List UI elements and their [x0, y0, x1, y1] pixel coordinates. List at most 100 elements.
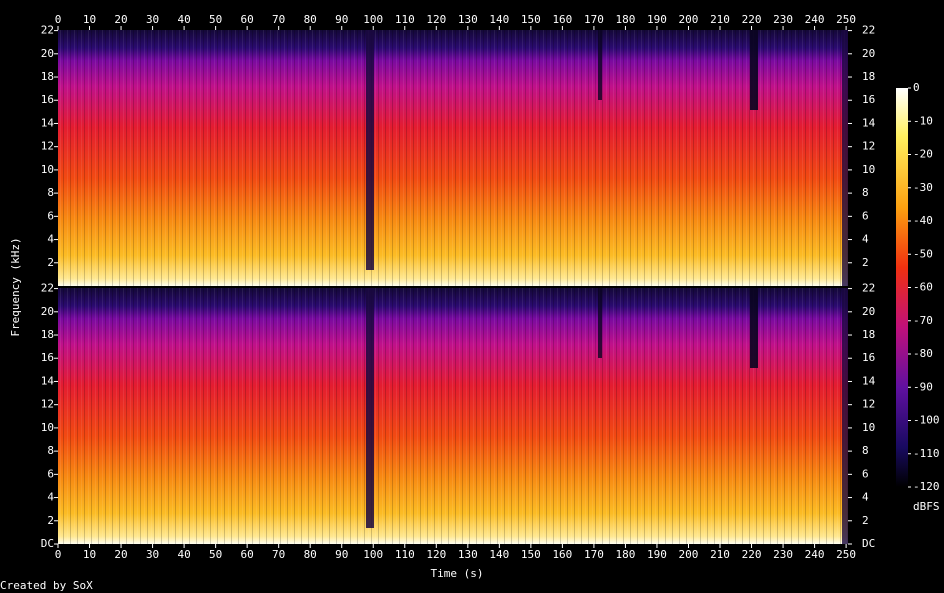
- y-tick-label: 10: [41, 421, 54, 434]
- y-tick-label: 16: [41, 351, 54, 364]
- y-tick-label: 14: [41, 374, 55, 387]
- x-tick-label: 110: [395, 548, 415, 561]
- x-tick-label: 50: [209, 13, 222, 26]
- x-tick-label: 130: [458, 548, 478, 561]
- y-tick-label: 2: [862, 514, 869, 527]
- x-tick-label: 150: [521, 548, 541, 561]
- x-tick-label: 10: [83, 13, 96, 26]
- x-tick-label: 130: [458, 13, 478, 26]
- x-tick-label: 210: [710, 548, 730, 561]
- x-tick-label: 60: [241, 548, 254, 561]
- x-tick-label: 140: [489, 548, 509, 561]
- x-tick-label: 250: [836, 548, 856, 561]
- colorbar-tick-label: -10: [913, 114, 933, 127]
- colorbar-tick-label: -70: [913, 314, 933, 327]
- colorbar-tick-label: 0: [913, 81, 920, 94]
- credit: Created by SoX: [0, 579, 93, 592]
- x-tick-label: 150: [521, 13, 541, 26]
- y-tick-label: 6: [862, 209, 869, 222]
- x-tick-label: 90: [335, 548, 348, 561]
- y-tick-label: 6: [862, 467, 869, 480]
- colorbar: [896, 88, 908, 487]
- quiet-stripe: [598, 30, 602, 100]
- y-tick-label: 8: [47, 444, 54, 457]
- x-tick-label: 60: [241, 13, 254, 26]
- fade-out: [842, 288, 848, 544]
- y-tick-label: 18: [862, 70, 875, 83]
- x-tick-label: 100: [363, 13, 383, 26]
- x-tick-label: 50: [209, 548, 222, 561]
- y-tick-label: 2: [862, 256, 869, 269]
- x-tick-label: 0: [55, 13, 62, 26]
- y-tick-label: 4: [862, 491, 869, 504]
- x-tick-label: 40: [177, 548, 190, 561]
- colorbar-tick-label: -90: [913, 380, 933, 393]
- x-tick-label: 180: [616, 13, 636, 26]
- x-tick-label: 190: [647, 548, 667, 561]
- x-tick-label: 140: [489, 13, 509, 26]
- texture: [58, 288, 848, 544]
- y-tick-label: 2: [47, 514, 54, 527]
- x-tick-label: 250: [836, 13, 856, 26]
- y-tick-label: 20: [862, 47, 875, 60]
- y-tick-label: DC: [41, 537, 54, 550]
- fade-out: [842, 30, 848, 286]
- quiet-stripe: [750, 30, 758, 110]
- quiet-stripe: [366, 288, 374, 528]
- y-tick-label: 20: [41, 305, 54, 318]
- y-tick-label: 18: [41, 328, 54, 341]
- colorbar-tick-label: -80: [913, 347, 933, 360]
- x-tick-label: 220: [742, 548, 762, 561]
- x-tick-label: 230: [773, 13, 793, 26]
- quiet-stripe: [598, 288, 602, 358]
- x-tick-label: 0: [55, 548, 62, 561]
- y-tick-label: DC: [862, 537, 875, 550]
- x-tick-label: 200: [679, 548, 699, 561]
- x-tick-label: 160: [552, 548, 572, 561]
- x-axis-label: Time (s): [431, 567, 484, 580]
- y-tick-label: 4: [862, 233, 869, 246]
- y-tick-label: 10: [862, 421, 875, 434]
- x-tick-label: 100: [363, 548, 383, 561]
- y-tick-label: 8: [862, 186, 869, 199]
- x-tick-label: 110: [395, 13, 415, 26]
- x-tick-label: 230: [773, 548, 793, 561]
- texture: [58, 30, 848, 286]
- x-tick-label: 160: [552, 13, 572, 26]
- y-tick-label: 20: [862, 305, 875, 318]
- x-tick-label: 10: [83, 548, 96, 561]
- y-tick-label: 22: [862, 282, 875, 295]
- x-tick-label: 70: [272, 548, 285, 561]
- colorbar-tick-label: -110: [913, 447, 940, 460]
- y-tick-label: 14: [862, 116, 876, 129]
- x-tick-label: 170: [584, 548, 604, 561]
- x-tick-label: 80: [304, 548, 317, 561]
- y-tick-label: 22: [862, 24, 875, 37]
- y-tick-label: 20: [41, 47, 54, 60]
- y-tick-label: 14: [41, 116, 55, 129]
- colorbar-tick-label: -50: [913, 247, 933, 260]
- y-tick-label: 16: [862, 351, 875, 364]
- x-tick-label: 70: [272, 13, 285, 26]
- y-tick-label: 12: [41, 398, 54, 411]
- y-tick-label: 16: [862, 93, 875, 106]
- quiet-stripe: [366, 30, 374, 270]
- plot-area: [58, 30, 848, 544]
- y-tick-label: 2: [47, 256, 54, 269]
- x-tick-label: 20: [114, 13, 127, 26]
- y-tick-label: 8: [862, 444, 869, 457]
- quiet-stripe: [750, 288, 758, 368]
- y-tick-label: 18: [41, 70, 54, 83]
- x-tick-label: 30: [146, 13, 159, 26]
- colorbar-tick-label: -20: [913, 148, 933, 161]
- y-tick-label: 10: [41, 163, 54, 176]
- x-tick-label: 90: [335, 13, 348, 26]
- x-tick-label: 80: [304, 13, 317, 26]
- y-tick-label: 12: [41, 140, 54, 153]
- x-tick-label: 170: [584, 13, 604, 26]
- y-tick-label: 8: [47, 186, 54, 199]
- x-tick-label: 220: [742, 13, 762, 26]
- x-tick-label: 120: [426, 548, 446, 561]
- y-tick-label: 6: [47, 467, 54, 480]
